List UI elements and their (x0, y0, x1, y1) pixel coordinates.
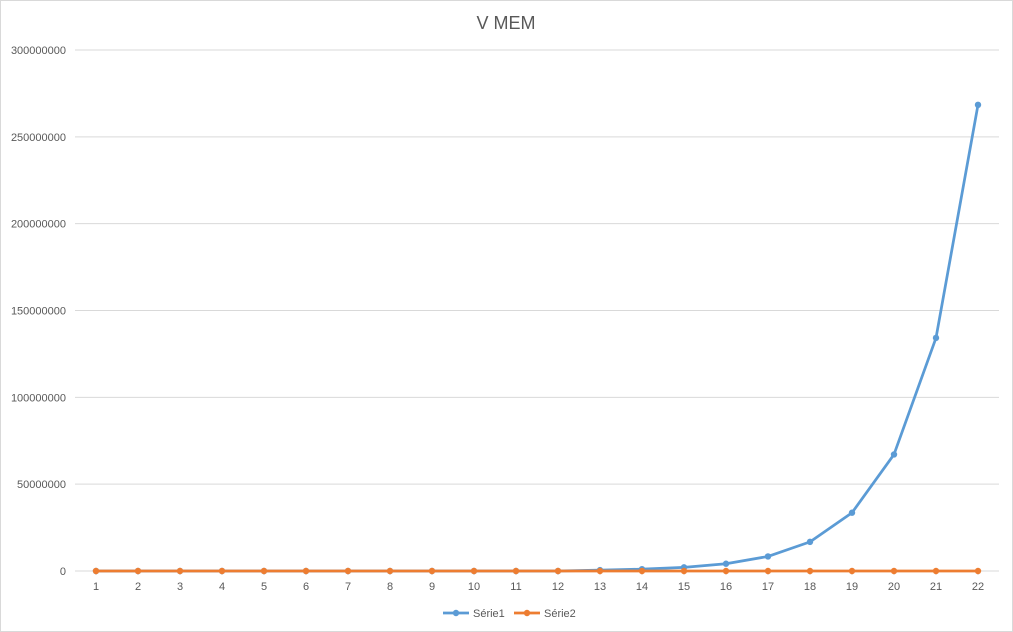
data-point (260, 567, 268, 575)
x-tick-label: 4 (219, 581, 225, 593)
series-2 (92, 567, 982, 575)
x-tick-label: 14 (636, 581, 648, 593)
data-point (554, 567, 562, 575)
y-tick-label: 50000000 (17, 479, 66, 491)
data-point (764, 553, 772, 560)
data-point (806, 538, 814, 546)
y-tick-label: 0 (60, 566, 66, 578)
x-tick-label: 22 (972, 581, 984, 593)
data-point (596, 567, 604, 575)
data-point (890, 567, 898, 575)
x-tick-label: 2 (135, 581, 141, 593)
legend-label: Série1 (473, 608, 505, 620)
y-tick-label: 200000000 (11, 219, 66, 231)
data-point (806, 567, 814, 575)
series-lines (92, 101, 982, 575)
legend-item: Série2 (514, 608, 576, 620)
data-point (470, 567, 478, 575)
data-point (932, 567, 940, 575)
data-point (974, 101, 982, 109)
legend-label: Série2 (544, 608, 576, 620)
y-axis-tick-labels: 0 50000000 100000000 150000000 200000000 2500… (11, 45, 66, 578)
data-point (722, 560, 730, 567)
legend: Série1 Série2 (443, 608, 576, 620)
legend-swatch-marker (452, 609, 460, 617)
x-tick-label: 15 (678, 581, 690, 593)
x-tick-label: 3 (177, 581, 183, 593)
x-tick-label: 13 (594, 581, 606, 593)
x-tick-label: 12 (552, 581, 564, 593)
x-tick-label: 6 (303, 581, 309, 593)
data-point (932, 334, 940, 342)
data-point (302, 567, 310, 575)
data-point (512, 567, 520, 575)
gridlines (75, 49, 999, 572)
data-point (134, 567, 142, 575)
x-tick-label: 18 (804, 581, 816, 593)
data-point (680, 567, 688, 575)
x-tick-label: 20 (888, 581, 900, 593)
y-tick-label: 250000000 (11, 132, 66, 144)
data-point (722, 567, 730, 575)
x-axis-tick-labels: 1 2 3 4 5 6 7 8 9 10 11 12 13 14 15 16 17 18 19 20 21 22 (93, 571, 984, 593)
x-tick-label: 7 (345, 581, 351, 593)
series-1 (92, 101, 982, 575)
x-tick-label: 21 (930, 581, 942, 593)
data-point (218, 567, 226, 575)
data-point (344, 567, 352, 575)
y-tick-label: 150000000 (11, 306, 66, 318)
y-tick-label: 300000000 (11, 45, 66, 57)
x-tick-label: 10 (468, 581, 480, 593)
data-point (428, 567, 436, 575)
data-point (848, 509, 856, 516)
data-point (638, 567, 646, 575)
x-tick-label: 16 (720, 581, 732, 593)
data-point (848, 567, 856, 575)
data-point (764, 567, 772, 575)
x-tick-label: 9 (429, 581, 435, 593)
x-tick-label: 1 (93, 581, 99, 593)
data-point (890, 451, 898, 458)
legend-swatch-marker (523, 609, 531, 617)
data-point (92, 567, 100, 575)
data-point (176, 567, 184, 575)
data-point (386, 567, 394, 575)
x-tick-label: 8 (387, 581, 393, 593)
x-tick-label: 11 (510, 581, 521, 593)
y-tick-label: 100000000 (11, 392, 66, 404)
series-line (94, 103, 980, 573)
x-tick-label: 19 (846, 581, 858, 593)
legend-item: Série1 (443, 608, 505, 620)
x-tick-label: 17 (762, 581, 774, 593)
x-tick-label: 5 (261, 581, 267, 593)
chart-title: V MEM (476, 13, 535, 33)
data-point (974, 567, 982, 575)
